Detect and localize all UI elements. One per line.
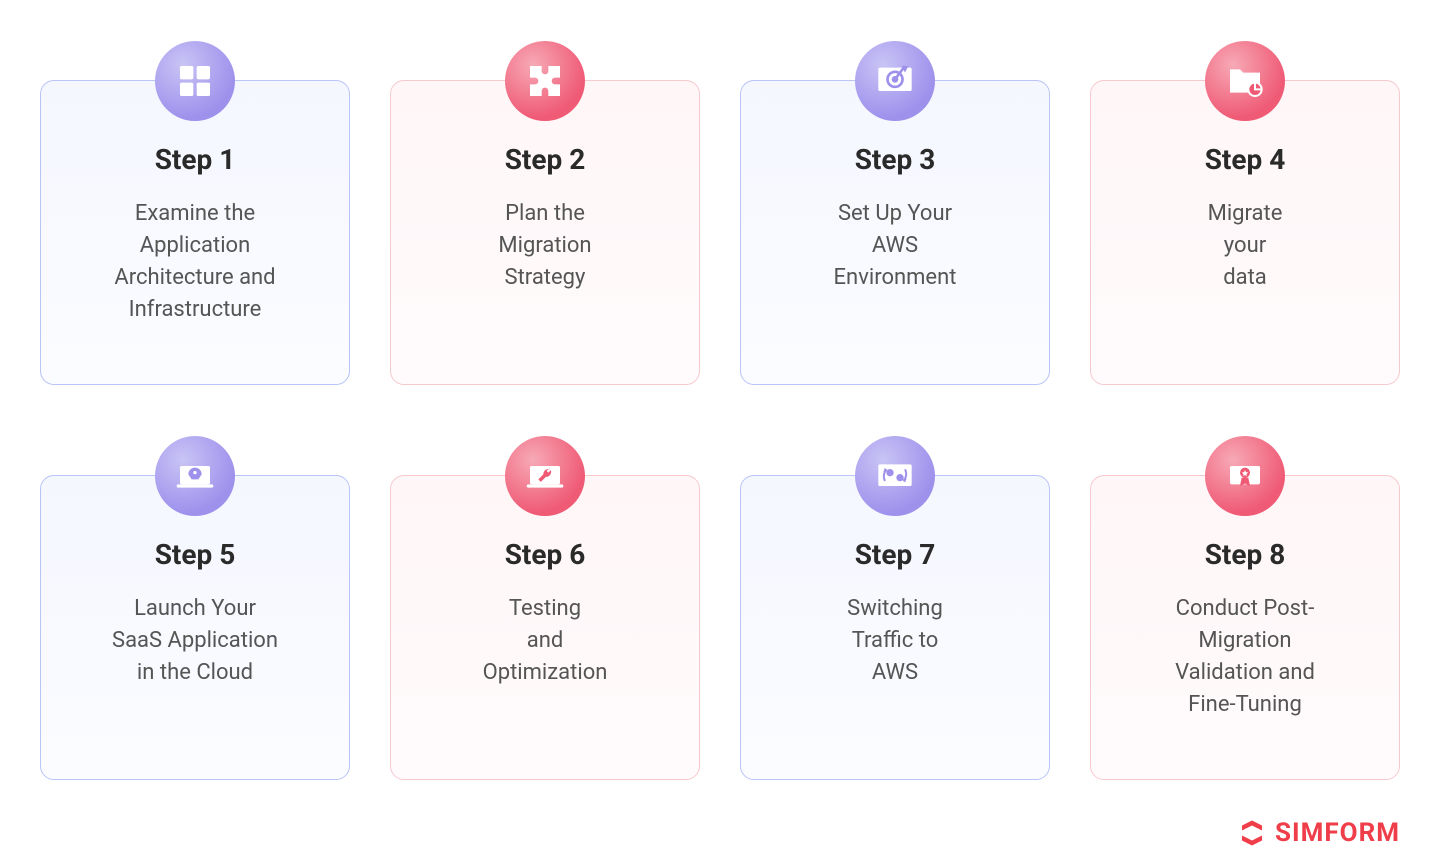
step-title: Step 8 <box>1115 538 1375 571</box>
step-card-1: Step 1 Examine the Application Architect… <box>40 80 350 385</box>
step-desc: Examine the Application Architecture and… <box>65 198 325 326</box>
step-title: Step 4 <box>1115 143 1375 176</box>
step-title: Step 1 <box>65 143 325 176</box>
simform-logo: SIMFORM <box>1237 818 1400 848</box>
rocket-laptop-icon <box>155 436 235 516</box>
step-title: Step 2 <box>415 143 675 176</box>
target-icon <box>855 41 935 121</box>
ribbon-cert-icon <box>1205 436 1285 516</box>
simform-logo-icon <box>1237 818 1267 848</box>
step-desc: Set Up Your AWS Environment <box>765 198 1025 294</box>
step-desc: Launch Your SaaS Application in the Clou… <box>65 593 325 689</box>
simform-logo-text: SIMFORM <box>1275 818 1400 848</box>
step-desc: Migrate your data <box>1115 198 1375 294</box>
step-desc: Switching Traffic to AWS <box>765 593 1025 689</box>
step-card-3: Step 3 Set Up Your AWS Environment <box>740 80 1050 385</box>
gears-cycle-icon <box>855 436 935 516</box>
step-title: Step 6 <box>415 538 675 571</box>
step-card-6: Step 6 Testing and Optimization <box>390 475 700 780</box>
step-card-5: Step 5 Launch Your SaaS Application in t… <box>40 475 350 780</box>
wrench-laptop-icon <box>505 436 585 516</box>
step-desc: Conduct Post- Migration Validation and F… <box>1115 593 1375 721</box>
step-card-7: Step 7 Switching Traffic to AWS <box>740 475 1050 780</box>
folder-chart-icon <box>1205 41 1285 121</box>
step-title: Step 3 <box>765 143 1025 176</box>
grid-icon <box>155 41 235 121</box>
steps-grid: Step 1 Examine the Application Architect… <box>40 40 1400 780</box>
step-card-4: Step 4 Migrate your data <box>1090 80 1400 385</box>
step-title: Step 5 <box>65 538 325 571</box>
step-title: Step 7 <box>765 538 1025 571</box>
step-card-8: Step 8 Conduct Post- Migration Validatio… <box>1090 475 1400 780</box>
puzzle-icon <box>505 41 585 121</box>
step-desc: Testing and Optimization <box>415 593 675 689</box>
step-card-2: Step 2 Plan the Migration Strategy <box>390 80 700 385</box>
step-desc: Plan the Migration Strategy <box>415 198 675 294</box>
